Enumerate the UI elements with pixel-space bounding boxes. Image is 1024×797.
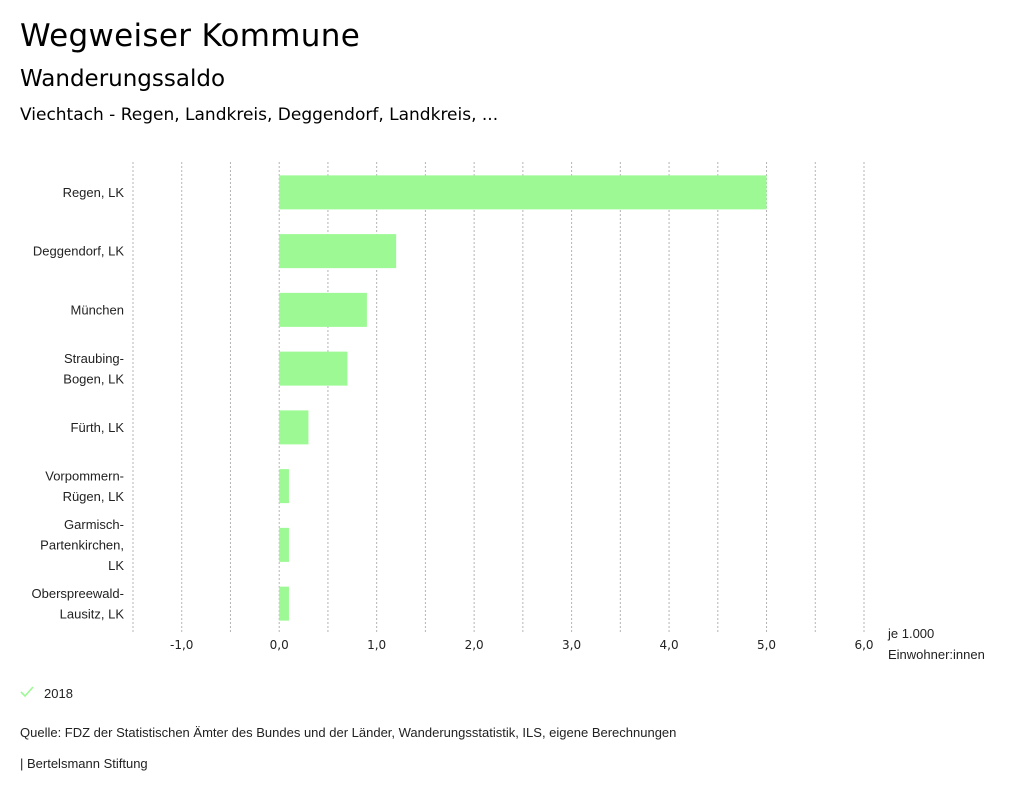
check-icon <box>20 686 34 701</box>
x-tick-label: 4,0 <box>660 638 679 652</box>
category-label-line: München <box>71 302 124 317</box>
category-label: Deggendorf, LK <box>33 244 124 259</box>
source-note: Quelle: FDZ der Statistischen Ämter des … <box>20 725 677 740</box>
x-tick-label: -1,0 <box>170 638 193 652</box>
x-tick-label: 6,0 <box>854 638 873 652</box>
category-label-line: Rügen, LK <box>63 489 125 504</box>
category-label-line: Vorpommern- <box>45 468 124 483</box>
category-label-line: Oberspreewald- <box>32 586 125 601</box>
legend-item-2018[interactable]: 2018 <box>44 686 73 701</box>
x-axis-unit-label: je 1.000 Einwohner:innen <box>887 626 985 662</box>
x-tick-label: 2,0 <box>465 638 484 652</box>
region-selection: Viechtach - Regen, Landkreis, Deggendorf… <box>20 105 499 125</box>
category-label: Oberspreewald- Lausitz, LK <box>32 586 125 622</box>
bar-chart: Regen, LK Deggendorf, LK München Straubing-… <box>32 162 985 662</box>
grid-lines <box>132 162 865 632</box>
category-label-line: Fürth, LK <box>71 420 125 435</box>
app-title: Wegweiser Kommune <box>20 18 361 54</box>
category-label: Garmisch- Partenkirchen, LK <box>40 517 124 573</box>
x-tick-label: 0,0 <box>270 638 289 652</box>
category-label: München <box>71 302 124 317</box>
category-label-line: Regen, LK <box>63 185 125 200</box>
bar[interactable] <box>279 527 289 562</box>
brand-credit: | Bertelsmann Stiftung <box>20 756 148 771</box>
category-label: Straubing- Bogen, LK <box>63 351 124 387</box>
category-label: Vorpommern- Rügen, LK <box>45 468 124 504</box>
category-label-line: Straubing- <box>64 351 124 366</box>
category-labels: Regen, LK Deggendorf, LK München Straubing-… <box>32 185 125 622</box>
category-label-line: Lausitz, LK <box>60 606 125 621</box>
bar[interactable] <box>279 410 309 445</box>
x-tick-label: 3,0 <box>562 638 581 652</box>
x-axis-unit-line: je 1.000 <box>887 626 934 641</box>
bar[interactable] <box>279 292 367 327</box>
category-label-line: Garmisch- <box>64 517 124 532</box>
chart-subtitle: Wanderungssaldo <box>20 66 226 92</box>
x-tick-labels: -1,0 0,0 1,0 2,0 3,0 4,0 5,0 6,0 <box>170 638 874 652</box>
bar[interactable] <box>279 586 289 621</box>
category-label-line: Bogen, LK <box>63 371 124 386</box>
bars <box>279 175 767 621</box>
category-label-line: LK <box>108 558 124 573</box>
x-tick-label: 5,0 <box>757 638 776 652</box>
bar[interactable] <box>279 175 767 210</box>
x-tick-label: 1,0 <box>367 638 386 652</box>
bar[interactable] <box>279 351 348 386</box>
category-label-line: Deggendorf, LK <box>33 244 124 259</box>
category-label-line: Partenkirchen, <box>40 537 124 552</box>
legend[interactable]: 2018 <box>20 686 73 701</box>
category-label: Fürth, LK <box>71 420 125 435</box>
bar[interactable] <box>279 234 397 269</box>
category-label: Regen, LK <box>63 185 125 200</box>
bar[interactable] <box>279 469 289 504</box>
x-axis-unit-line: Einwohner:innen <box>888 647 985 662</box>
